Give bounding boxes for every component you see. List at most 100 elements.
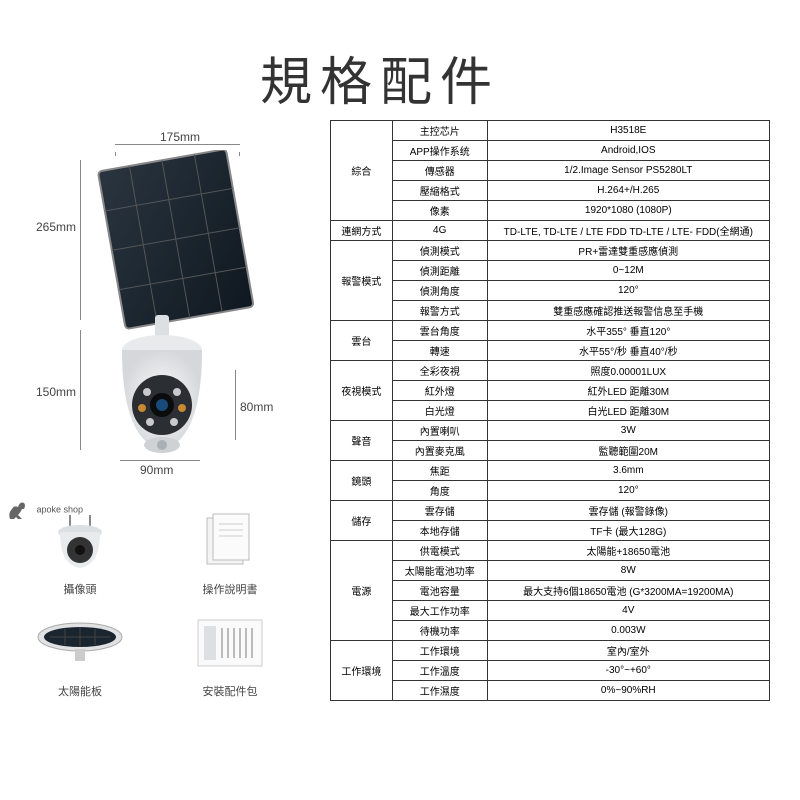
manual-icon [185, 505, 275, 575]
label-cell: 內置喇叭 [392, 421, 487, 441]
label-cell: 白光燈 [392, 401, 487, 421]
table-row: 白光燈白光LED 距離30M [331, 401, 770, 421]
value-cell: 紅外LED 距離30M [487, 381, 769, 401]
accessory-item: 太陽能板 [20, 607, 140, 699]
table-row: 最大工作功率4V [331, 601, 770, 621]
table-row: 工作環境工作環境室內/室外 [331, 641, 770, 661]
table-row: 太陽能電池功率8W [331, 561, 770, 581]
table-row: 工作濕度0%~90%RH [331, 681, 770, 701]
category-cell: 綜合 [331, 121, 393, 221]
value-cell: 4V [487, 601, 769, 621]
value-cell: -30°~+60° [487, 661, 769, 681]
page-title: 規格配件 [260, 40, 500, 115]
category-cell: 連網方式 [331, 221, 393, 241]
label-cell: 焦距 [392, 461, 487, 481]
value-cell: TD-LTE, TD-LTE / LTE FDD TD-LTE / LTE- F… [487, 221, 769, 241]
table-row: APP操作系统Android,IOS [331, 141, 770, 161]
table-row: 紅外燈紅外LED 距離30M [331, 381, 770, 401]
label-cell: 本地存儲 [392, 521, 487, 541]
label-cell: APP操作系统 [392, 141, 487, 161]
table-row: 壓縮格式H.264+/H.265 [331, 181, 770, 201]
label-cell: 最大工作功率 [392, 601, 487, 621]
accessory-item: 操作說明書 [170, 505, 290, 597]
label-cell: 供電模式 [392, 541, 487, 561]
table-row: 儲存雲存儲雲存儲 (報警錄像) [331, 501, 770, 521]
value-cell: H.264+/H.265 [487, 181, 769, 201]
table-row: 聲音內置喇叭3W [331, 421, 770, 441]
category-cell: 儲存 [331, 501, 393, 541]
value-cell: 3.6mm [487, 461, 769, 481]
table-row: 偵測角度120° [331, 281, 770, 301]
accessory-label: 安裝配件包 [170, 683, 290, 699]
value-cell: 1/2.Image Sensor PS5280LT [487, 161, 769, 181]
label-cell: 報警方式 [392, 301, 487, 321]
accessory-label: 太陽能板 [20, 683, 140, 699]
table-row: 雲台雲台角度水平355° 垂直120° [331, 321, 770, 341]
kit-icon [185, 607, 275, 677]
table-row: 本地存儲TF卡 (最大128G) [331, 521, 770, 541]
table-row: 偵測距離0~12M [331, 261, 770, 281]
value-cell: 太陽能+18650電池 [487, 541, 769, 561]
label-cell: 傳感器 [392, 161, 487, 181]
dim-body-height: 150mm [36, 385, 76, 399]
label-cell: 偵測角度 [392, 281, 487, 301]
label-cell: 太陽能電池功率 [392, 561, 487, 581]
category-cell: 夜視模式 [331, 361, 393, 421]
value-cell: 雙重感應確認推送報警信息至手機 [487, 301, 769, 321]
table-row: 傳感器1/2.Image Sensor PS5280LT [331, 161, 770, 181]
label-cell: 待機功率 [392, 621, 487, 641]
value-cell: 白光LED 距離30M [487, 401, 769, 421]
value-cell: TF卡 (最大128G) [487, 521, 769, 541]
value-cell: PR+雷達雙重感應偵測 [487, 241, 769, 261]
label-cell: 像素 [392, 201, 487, 221]
product-illustration [80, 150, 270, 470]
accessory-label: 攝像頭 [20, 581, 140, 597]
label-cell: 工作環境 [392, 641, 487, 661]
spec-table: 綜合主控芯片H3518EAPP操作系统Android,IOS傳感器1/2.Ima… [330, 120, 770, 701]
label-cell: 角度 [392, 481, 487, 501]
table-row: 夜視模式全彩夜視照度0.00001LUX [331, 361, 770, 381]
table-row: 綜合主控芯片H3518E [331, 121, 770, 141]
value-cell: 0%~90%RH [487, 681, 769, 701]
accessory-item: 攝像頭 [20, 505, 140, 597]
accessory-item: 安裝配件包 [170, 607, 290, 699]
value-cell: 最大支持6個18650電池 (G*3200MA=19200MA) [487, 581, 769, 601]
value-cell: 照度0.00001LUX [487, 361, 769, 381]
label-cell: 工作濕度 [392, 681, 487, 701]
solar-panel-icon [35, 607, 125, 677]
table-row: 電池容量最大支持6個18650電池 (G*3200MA=19200MA) [331, 581, 770, 601]
label-cell: 全彩夜視 [392, 361, 487, 381]
value-cell: 120° [487, 481, 769, 501]
category-cell: 鏡頭 [331, 461, 393, 501]
accessories-grid: 攝像頭 操作說明書 太陽能板 [20, 505, 320, 699]
value-cell: 水平55°/秒 垂直40°/秒 [487, 341, 769, 361]
value-cell: 0~12M [487, 261, 769, 281]
value-cell: 水平355° 垂直120° [487, 321, 769, 341]
table-row: 像素1920*1080 (1080P) [331, 201, 770, 221]
label-cell: 偵測模式 [392, 241, 487, 261]
value-cell: 0.003W [487, 621, 769, 641]
label-cell: 工作溫度 [392, 661, 487, 681]
label-cell: 主控芯片 [392, 121, 487, 141]
camera-icon [35, 505, 125, 575]
value-cell: 監聽範圍20M [487, 441, 769, 461]
category-cell: 雲台 [331, 321, 393, 361]
table-row: 內置麥克風監聽範圍20M [331, 441, 770, 461]
value-cell: 1920*1080 (1080P) [487, 201, 769, 221]
table-row: 待機功率0.003W [331, 621, 770, 641]
value-cell: 120° [487, 281, 769, 301]
category-cell: 聲音 [331, 421, 393, 461]
label-cell: 轉速 [392, 341, 487, 361]
label-cell: 偵測距離 [392, 261, 487, 281]
value-cell: 3W [487, 421, 769, 441]
accessory-label: 操作說明書 [170, 581, 290, 597]
table-row: 轉速水平55°/秒 垂直40°/秒 [331, 341, 770, 361]
category-cell: 電源 [331, 541, 393, 641]
label-cell: 雲存儲 [392, 501, 487, 521]
table-row: 電源供電模式太陽能+18650電池 [331, 541, 770, 561]
table-row: 報警模式偵測模式PR+雷達雙重感應偵測 [331, 241, 770, 261]
value-cell: Android,IOS [487, 141, 769, 161]
label-cell: 電池容量 [392, 581, 487, 601]
label-cell: 4G [392, 221, 487, 241]
label-cell: 內置麥克風 [392, 441, 487, 461]
